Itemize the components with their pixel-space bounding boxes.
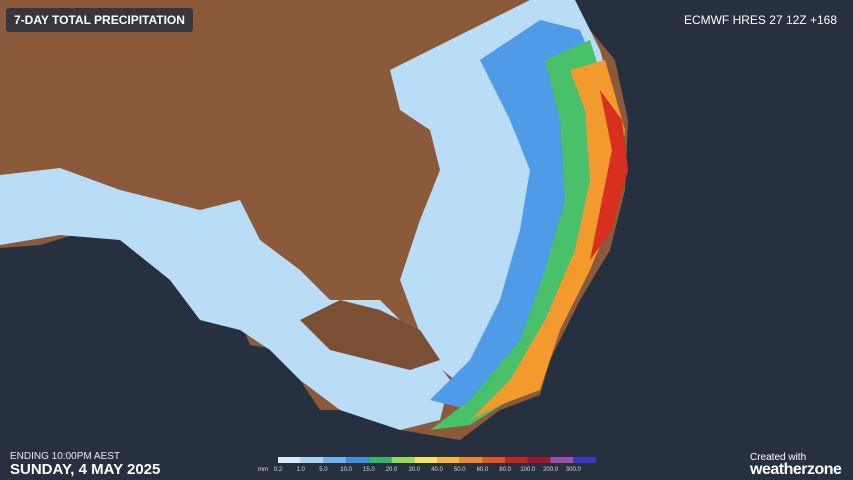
legend-swatch [414, 457, 437, 463]
legend-label: 100.0 [520, 467, 536, 473]
map-title: 7-DAY TOTAL PRECIPITATION [6, 8, 193, 32]
rain-light [0, 168, 450, 430]
legend-label: 300.0 [566, 467, 582, 473]
ending-label: ENDING 10:00PM AEST [10, 451, 121, 462]
model-label: ECMWF HRES 27 12Z +168 [675, 8, 845, 32]
legend-label: 15.0 [363, 467, 375, 473]
legend-label: 200.0 [543, 467, 559, 473]
rain-heavy [430, 40, 612, 430]
legend-swatch [459, 457, 483, 463]
legend-swatch [505, 457, 528, 463]
legend-swatch [300, 457, 324, 463]
legend-swatch [346, 457, 369, 463]
legend-label: 60.0 [477, 467, 489, 473]
legend-swatch [391, 457, 415, 463]
brand-caption: Created with [750, 452, 807, 463]
legend-swatch [323, 457, 347, 463]
legend-swatch [482, 457, 506, 463]
brand-logo: weatherzone [750, 461, 842, 478]
legend-label: 20.0 [386, 467, 398, 473]
legend-label: 30.0 [408, 467, 420, 473]
legend-label: 5.0 [319, 467, 328, 473]
legend-unit: mm [258, 467, 268, 473]
legend-swatch [550, 457, 574, 463]
legend-swatch [527, 457, 551, 463]
rain-extreme [590, 90, 628, 260]
legend-label: 80.0 [499, 467, 511, 473]
legend-swatch [368, 457, 392, 463]
legend-swatch [437, 457, 460, 463]
legend-label: 50.0 [454, 467, 466, 473]
legend-swatch [573, 457, 596, 463]
dry-inland [300, 300, 440, 370]
date-label: SUNDAY, 4 MAY 2025 [10, 461, 161, 478]
legend-label: 40.0 [431, 467, 443, 473]
legend-label: 0.2 [274, 467, 283, 473]
legend: mm 0.2 1.0 5.0 10.0 15.0 20.0 30.0 40.0 50.0 60.0… [258, 457, 596, 473]
legend-label: 10.0 [340, 467, 352, 473]
legend-swatch [278, 457, 301, 463]
legend-label: 1.0 [297, 467, 306, 473]
